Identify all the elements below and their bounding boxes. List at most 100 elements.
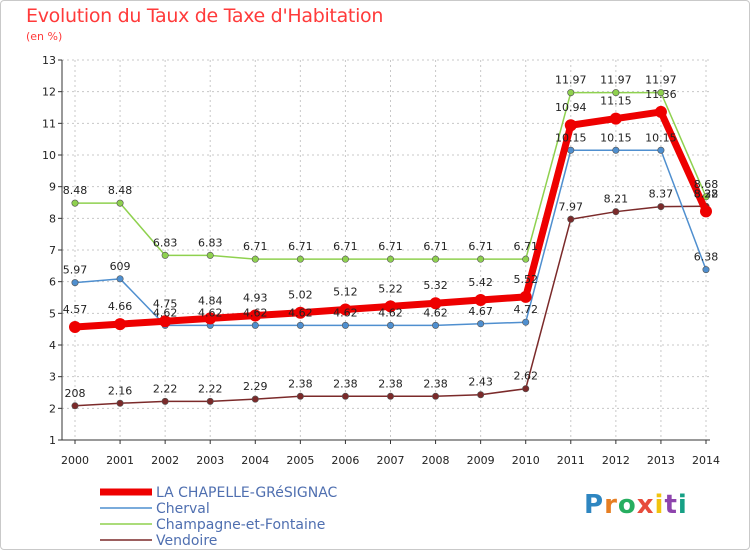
data-label: 4.72 <box>513 303 538 316</box>
data-label: 4.57 <box>63 303 88 316</box>
chart-title: Evolution du Taux de Taxe d'Habitation <box>26 5 384 27</box>
x-tick-label: 2001 <box>106 454 134 467</box>
data-point <box>251 395 259 403</box>
y-tick-label: 7 <box>49 244 56 257</box>
data-label: 2.38 <box>333 377 358 390</box>
data-label: 4.62 <box>288 306 313 319</box>
data-label: 5.52 <box>513 273 538 286</box>
data-point <box>609 112 622 125</box>
data-point <box>386 255 394 263</box>
x-tick-label: 2012 <box>602 454 630 467</box>
data-point <box>700 205 712 218</box>
data-label: 2.62 <box>513 370 538 383</box>
data-point <box>522 385 530 393</box>
data-point <box>522 255 530 263</box>
data-label: 2.16 <box>108 384 133 397</box>
x-tick-label: 2014 <box>692 454 720 467</box>
data-point <box>341 321 349 329</box>
y-tick-label: 5 <box>49 307 56 320</box>
data-label: 6.71 <box>468 240 493 253</box>
y-tick-label: 13 <box>42 54 56 67</box>
y-tick-label: 4 <box>49 339 56 352</box>
y-tick-label: 11 <box>42 117 56 130</box>
data-point <box>341 255 349 263</box>
data-point <box>477 255 485 263</box>
data-point <box>251 255 259 263</box>
data-label: 6.71 <box>243 240 268 253</box>
logo-letter: P <box>584 490 605 520</box>
data-label: 208 <box>65 387 86 400</box>
x-tick-label: 2009 <box>467 454 495 467</box>
data-label: 2.29 <box>243 380 268 393</box>
data-label: 10.94 <box>555 101 587 114</box>
series-vendoire <box>71 202 710 410</box>
data-point <box>564 119 577 132</box>
y-tick-label: 2 <box>49 402 56 415</box>
data-point <box>116 275 124 283</box>
data-label: 5.97 <box>63 264 88 277</box>
data-label: 6.71 <box>513 240 538 253</box>
data-label: 4.84 <box>198 294 223 307</box>
data-label: 11.15 <box>600 95 632 108</box>
logo-letter: o <box>617 490 637 520</box>
data-point <box>71 402 79 410</box>
data-point <box>567 89 575 97</box>
data-point <box>161 397 169 405</box>
data-label: 4.62 <box>378 306 403 319</box>
data-point <box>386 321 394 329</box>
data-label: 2.22 <box>153 382 178 395</box>
data-label: 2.43 <box>468 376 493 389</box>
data-point <box>161 251 169 259</box>
series-champagne-et-fontaine <box>71 89 710 263</box>
x-tick-label: 2013 <box>647 454 675 467</box>
data-label: 2.38 <box>423 377 448 390</box>
data-point <box>567 146 575 154</box>
data-point <box>116 399 124 407</box>
data-label: 8.48 <box>108 184 133 197</box>
data-label: 11.97 <box>600 74 632 87</box>
data-point <box>296 255 304 263</box>
data-label: 4.67 <box>468 305 493 318</box>
legend: LA CHAPELLE-GRéSIGNACChervalChampagne-et… <box>100 485 338 549</box>
logo-letter: i <box>677 490 688 520</box>
data-point <box>519 290 532 303</box>
data-label: 6.71 <box>378 240 403 253</box>
data-label: 4.75 <box>153 297 178 310</box>
data-point <box>384 300 397 313</box>
data-label: 10.15 <box>555 131 587 144</box>
data-point <box>341 392 349 400</box>
legend-label: Cherval <box>156 501 210 517</box>
x-tick-label: 2005 <box>286 454 314 467</box>
data-point <box>612 89 620 97</box>
data-point <box>474 294 487 307</box>
data-point <box>657 203 665 211</box>
data-point <box>71 279 79 287</box>
data-label: 8.37 <box>649 188 674 201</box>
proxiti-logo: Proxiti <box>584 490 688 520</box>
data-point <box>432 255 440 263</box>
data-label: 11.97 <box>645 74 677 87</box>
chart-subtitle: (en %) <box>26 30 63 43</box>
data-label: 5.32 <box>423 279 448 292</box>
data-label: 6.71 <box>333 240 358 253</box>
data-label: 6.83 <box>198 236 223 249</box>
data-label: 4.62 <box>423 306 448 319</box>
data-point <box>204 312 217 325</box>
data-label: 11.36 <box>645 88 677 101</box>
x-tick-label: 2010 <box>512 454 540 467</box>
legend-label: LA CHAPELLE-GRéSIGNAC <box>156 485 338 501</box>
data-label: 7.97 <box>559 200 584 213</box>
logo-letter: x <box>636 490 655 520</box>
data-point <box>567 215 575 223</box>
data-point <box>251 321 259 329</box>
legend-label: Vendoire <box>156 533 217 549</box>
data-label: 2.38 <box>378 377 403 390</box>
data-label: 5.22 <box>378 282 403 295</box>
logo-letter: i <box>654 490 665 520</box>
data-point <box>206 397 214 405</box>
data-label: 8.48 <box>63 184 88 197</box>
data-point <box>612 208 620 216</box>
